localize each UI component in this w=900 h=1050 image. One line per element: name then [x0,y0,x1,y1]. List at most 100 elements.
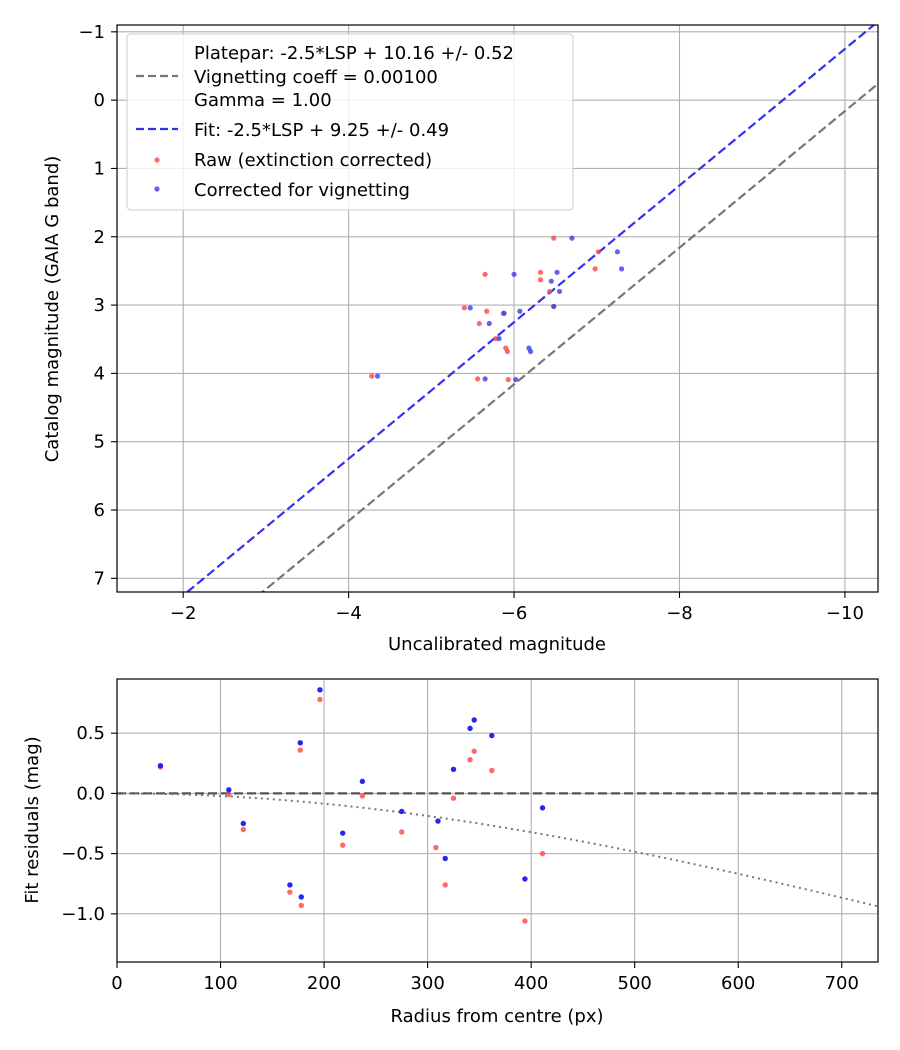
raw-residual-point [522,918,528,924]
corrected-residual-point [340,830,346,836]
raw-point [595,249,602,255]
top-x-tick-label: −10 [826,603,864,624]
corrected-point [618,266,625,272]
corrected-residual-point [157,763,164,769]
bottom-y-axis-label: Fit residuals (mag) [22,736,43,903]
corrected-point [554,269,560,275]
corrected-residual-point [522,876,528,882]
top-x-tick-label: −8 [666,603,693,624]
raw-point [547,288,553,295]
bottom-x-tick-label: 0 [111,973,122,994]
legend-fit-label: Fit: -2.5*LSP + 9.25 +/- 0.49 [194,120,449,141]
corrected-point [551,303,557,310]
corrected-point [482,376,488,382]
corrected-residual-point [297,740,303,746]
legend-corrected-label: Corrected for vignetting [194,180,410,201]
top-axes-frame [116,24,879,593]
raw-point [461,305,468,311]
raw-point [475,376,481,382]
raw-residual-point [433,844,439,851]
top-y-tick-label: 6 [94,500,105,521]
top-y-axis-label: Catalog magnitude (GAIA G band) [42,156,63,463]
bottom-x-tick-label: 100 [203,973,237,994]
bottom-x-axis-label: Radius from centre (px) [390,1006,603,1027]
bottom-y-tick-label: 0.0 [76,783,105,804]
legend-box [126,33,574,211]
corrected-point [569,235,575,241]
raw-residual-point [226,791,232,798]
raw-residual-point [489,767,495,774]
raw-point [484,308,490,314]
corrected-residual-point [467,725,473,732]
top-y-tick-label: 3 [94,295,105,316]
corrected-point [467,305,473,311]
corrected-point [511,271,517,277]
bottom-lines [117,792,878,908]
top-x-axis-label: Uncalibrated magnitude [388,634,606,655]
top-points [369,235,625,383]
vignetting-curve [117,792,878,908]
corrected-residual-point [317,687,323,693]
raw-point [476,320,482,327]
bottom-x-tick-label: 300 [410,973,444,994]
raw-residual-point [317,696,323,703]
legend-corrected-marker [154,186,160,192]
bottom-ticks: 0 100 200 300 400 500 600 700 0.5 0.0 −0.5 −1.0 [61,723,859,994]
top-y-tick-label: 2 [94,227,105,248]
corrected-point [501,310,507,316]
legend-platepar-label-2: Vignetting coeff = 0.00100 [194,67,438,88]
legend-platepar-label-1: Platepar: -2.5*LSP + 10.16 +/- 0.52 [194,43,514,64]
platepar-line [260,82,878,592]
corrected-residual-point [287,882,293,888]
bottom-grid [116,679,878,962]
raw-point [482,271,488,277]
corrected-residual-point [471,717,477,723]
corrected-residual-point [539,805,546,811]
raw-residual-point [450,795,457,801]
top-x-tick-label: −6 [501,603,528,624]
corrected-residual-point [442,855,448,862]
corrected-point [548,278,554,284]
raw-point [504,348,511,355]
corrected-residual-point [450,766,457,773]
raw-residual-point [539,850,546,857]
raw-point [537,277,544,283]
bottom-y-tick-label: 0.5 [76,723,105,744]
corrected-residual-point [298,894,304,900]
corrected-residual-point [399,808,405,815]
raw-residual-point [297,747,303,753]
top-y-tick-label: 4 [94,363,105,384]
raw-point [537,269,544,275]
raw-residual-point [298,902,304,909]
bottom-x-tick-label: 700 [825,973,859,994]
bottom-x-tick-label: 400 [514,973,548,994]
bottom-y-tick-label: −0.5 [61,844,105,865]
raw-point [505,376,511,383]
raw-residual-point [240,826,247,833]
raw-residual-point [467,756,473,763]
corrected-point [556,288,563,295]
top-x-tick-label: −2 [170,603,197,624]
corrected-residual-point [240,820,247,827]
top-y-tick-label: 5 [94,432,105,453]
bottom-points [157,687,546,924]
raw-point [551,235,557,241]
corrected-residual-point [435,818,441,824]
top-grid [117,25,878,592]
fit-line [185,25,876,592]
bottom-x-tick-label: 600 [721,973,755,994]
raw-point [592,266,598,272]
corrected-point [614,249,621,255]
bottom-x-tick-label: 500 [618,973,652,994]
top-y-tick-label: −1 [78,22,105,43]
raw-residual-point [399,829,405,835]
legend-raw-marker [154,157,160,163]
corrected-point [374,373,381,379]
raw-point [369,373,375,379]
legend-raw-label: Raw (extinction corrected) [194,150,432,171]
corrected-point [527,348,534,355]
raw-residual-point [359,793,366,799]
